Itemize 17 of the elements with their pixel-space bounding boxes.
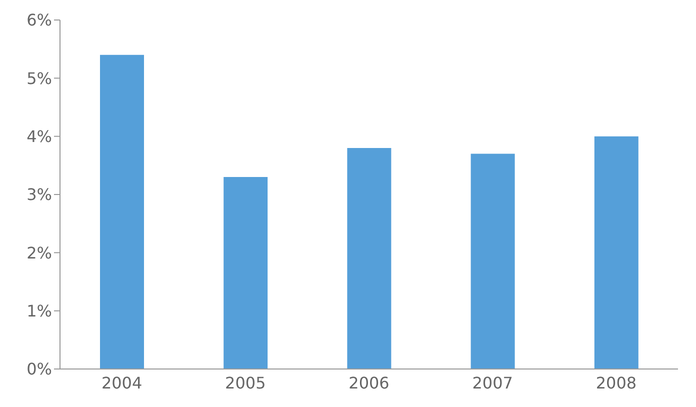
bar — [347, 148, 392, 369]
y-tick-label: 2% — [26, 243, 52, 262]
y-tick-label: 5% — [26, 68, 52, 88]
bar — [224, 177, 268, 369]
x-tick-label: 2008 — [596, 373, 637, 392]
y-tick-label: 4% — [26, 127, 52, 146]
bar — [594, 136, 638, 369]
y-tick-label: 1% — [26, 302, 52, 321]
bar — [470, 154, 515, 369]
x-tick-label: 2007 — [472, 373, 513, 392]
x-tick-label: 2006 — [348, 373, 390, 392]
bar — [100, 54, 144, 369]
y-tick-label: 0% — [26, 360, 52, 379]
y-tick-label: 3% — [26, 185, 52, 204]
x-tick-label: 2005 — [225, 373, 266, 392]
y-tick-label: 6% — [26, 10, 52, 30]
x-tick-label: 2004 — [101, 373, 142, 392]
